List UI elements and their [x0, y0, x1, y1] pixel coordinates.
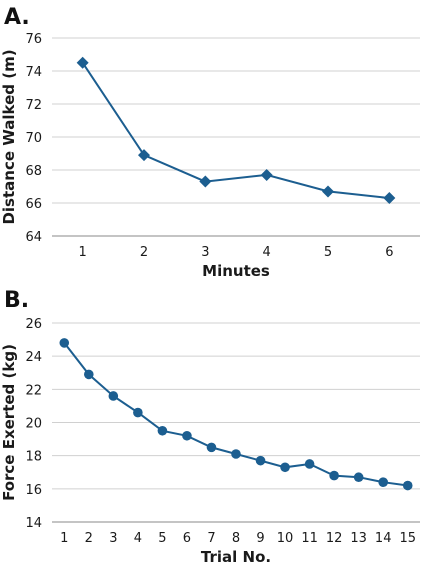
x-tick-label: 5	[158, 531, 166, 546]
y-axis-title: Distance Walked (m)	[0, 49, 18, 224]
y-tick-label: 18	[25, 450, 42, 465]
y-tick-label: 72	[25, 98, 42, 113]
y-tick-label: 22	[25, 383, 42, 398]
data-point	[329, 470, 339, 481]
x-tick-label: 14	[375, 531, 392, 546]
x-tick-label: 6	[183, 531, 191, 546]
x-tick-label: 8	[232, 531, 240, 546]
data-point	[84, 369, 94, 380]
data-point	[304, 459, 315, 469]
x-tick-label: 11	[301, 531, 318, 546]
y-tick-label: 24	[25, 350, 42, 365]
data-point	[280, 462, 290, 473]
y-tick-label: 66	[25, 197, 42, 212]
data-point	[133, 407, 143, 418]
x-axis-title: Trial No.	[201, 548, 271, 564]
x-tick-label: 15	[399, 531, 416, 546]
x-axis-title: Minutes	[202, 262, 270, 280]
y-tick-label: 68	[25, 164, 42, 179]
data-point	[260, 168, 273, 181]
x-tick-label: 6	[385, 245, 393, 260]
data-point	[138, 149, 150, 162]
y-axis-title: Force Exerted (kg)	[0, 344, 18, 501]
data-point	[353, 472, 364, 483]
y-tick-label: 70	[25, 131, 42, 146]
data-point	[378, 477, 389, 488]
data-point	[206, 442, 217, 453]
data-point	[402, 480, 413, 491]
y-tick-label: 16	[25, 483, 42, 498]
data-point	[383, 192, 396, 205]
y-tick-label: 74	[25, 65, 42, 80]
x-tick-label: 7	[207, 531, 215, 546]
x-tick-label: 2	[85, 531, 93, 546]
x-tick-label: 4	[263, 245, 271, 260]
x-tick-label: 3	[201, 245, 209, 260]
x-tick-label: 3	[109, 531, 117, 546]
x-tick-label: 12	[326, 531, 343, 546]
data-point	[231, 449, 241, 459]
series-line	[63, 342, 408, 487]
chart-panel-1: A. 64 66 68 70 72 74 76 1 2 3 4 5 6 Minutes Distance Wa…	[0, 5, 420, 280]
data-point	[255, 455, 266, 466]
y-tick-label: 26	[25, 317, 42, 332]
x-tick-label: 1	[60, 531, 68, 546]
series-line	[81, 62, 390, 200]
y-tick-label: 20	[25, 417, 42, 432]
y-tick-label: 76	[25, 32, 42, 47]
data-point	[108, 391, 119, 401]
y-tick-label: 14	[25, 516, 42, 531]
x-tick-label: 2	[140, 245, 148, 260]
x-tick-label: 5	[324, 245, 332, 260]
y-tick-label: 64	[25, 230, 42, 245]
x-tick-label: 13	[350, 531, 367, 546]
x-tick-label: 4	[134, 531, 142, 546]
data-point	[182, 430, 192, 441]
x-tick-label: 9	[256, 531, 264, 546]
data-point	[157, 425, 168, 436]
data-point	[59, 338, 70, 348]
data-point	[199, 175, 212, 188]
x-tick-label: 10	[277, 531, 294, 546]
panel-label: B.	[4, 288, 29, 313]
data-point	[76, 56, 89, 69]
data-point	[322, 185, 334, 198]
x-tick-label: 1	[79, 245, 87, 260]
panel-label: A.	[4, 5, 30, 30]
